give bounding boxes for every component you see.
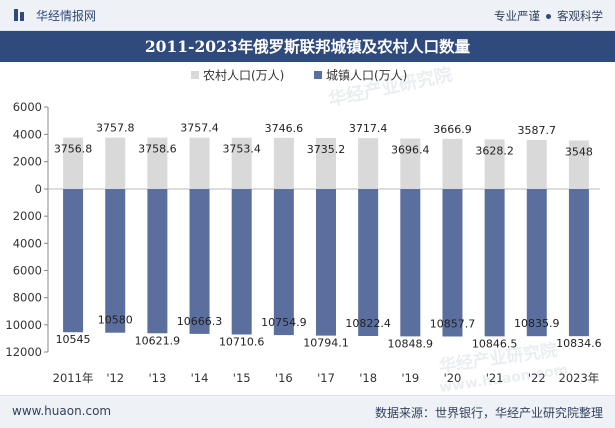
- y-tick-label: 6000: [13, 264, 42, 278]
- x-tick-label: '13: [148, 371, 166, 385]
- label-urban: 10857.7: [430, 317, 476, 330]
- bar-urban: [189, 189, 210, 334]
- y-tick-label: 2000: [13, 155, 42, 169]
- bar-urban: [358, 189, 379, 337]
- label-rural: 3666.9: [433, 123, 472, 136]
- footer-bar: www.huaon.com 数据来源：世界银行，华经产业研究院整理: [0, 395, 615, 428]
- x-tick-label: '17: [317, 371, 335, 385]
- label-rural: 3757.8: [96, 122, 135, 135]
- bar-rural: [358, 138, 379, 189]
- tagline: 专业严谨 客观科学: [494, 8, 603, 24]
- bar-urban: [316, 189, 336, 336]
- x-tick-label: '14: [191, 371, 209, 385]
- y-tick-label: 0: [35, 182, 42, 196]
- bar-rural: [273, 137, 294, 189]
- label-urban: 10754.9: [261, 316, 307, 329]
- bar-urban: [442, 189, 463, 337]
- label-rural: 3696.4: [391, 143, 430, 156]
- x-axis: 2011年 '12 '13 '14 '15 '16 '17 '18 '19 '20 '21 '22 20…: [53, 371, 600, 385]
- x-tick-label: '20: [444, 371, 462, 385]
- y-axis: 6000 4000 2000 0 2000 4000 6000 8000 10000 12000: [5, 100, 600, 359]
- bar-rural: [316, 137, 336, 189]
- chart-title: 2011-2023年俄罗斯联邦城镇及农村人口数量: [144, 37, 471, 56]
- label-rural: 3756.8: [54, 143, 93, 156]
- header-bar: 华经情报网 专业严谨 客观科学: [0, 0, 615, 31]
- legend-swatch: [314, 71, 322, 79]
- label-rural: 3757.4: [180, 122, 219, 135]
- label-urban: 10834.6: [556, 337, 602, 350]
- bar-rural: [147, 137, 168, 189]
- label-rural: 3628.2: [475, 144, 514, 157]
- bar-rural: [400, 138, 421, 189]
- bar-rural: [231, 137, 252, 189]
- brand-name: 华经情报网: [36, 8, 97, 23]
- bar-urban: [568, 189, 589, 337]
- bar-urban: [147, 189, 168, 334]
- label-rural: 3548: [565, 146, 593, 159]
- data-labels: 3756.8 10545 3757.8 10580 3758.6 10621.9 3757.…: [54, 122, 602, 351]
- label-urban: 10794.1: [303, 337, 349, 350]
- legend: 农村人口(万人) 城镇人口(万人): [191, 69, 407, 83]
- bar-rural: [105, 137, 126, 189]
- bar-rural: [526, 139, 547, 189]
- bars: [63, 137, 589, 337]
- bar-rural: [568, 140, 589, 189]
- x-tick-label: 2023年: [559, 371, 600, 385]
- label-urban: 10621.9: [135, 334, 181, 347]
- label-rural: 3717.4: [349, 122, 388, 135]
- y-tick-label: 4000: [13, 236, 42, 250]
- x-tick-label: '22: [528, 371, 546, 385]
- label-urban: 10580: [98, 314, 133, 327]
- bar-urban: [105, 189, 126, 333]
- tagline-left: 专业严谨: [494, 9, 540, 23]
- y-tick-label: 4000: [13, 127, 42, 141]
- bar-rural: [442, 138, 463, 189]
- brand-logo[interactable]: 华经情报网: [14, 7, 96, 23]
- label-rural: 3758.6: [138, 143, 177, 156]
- label-urban: 10848.9: [388, 337, 434, 350]
- footer-website[interactable]: www.huaon.com: [12, 404, 112, 418]
- y-tick-label: 10000: [5, 318, 42, 332]
- x-tick-label: 2011年: [53, 371, 94, 385]
- label-urban: 10666.3: [177, 315, 223, 328]
- label-rural: 3735.2: [307, 143, 346, 156]
- x-tick-label: '16: [275, 371, 293, 385]
- x-tick-label: '15: [233, 371, 251, 385]
- bar-rural: [189, 137, 210, 189]
- label-rural: 3587.7: [518, 124, 557, 137]
- legend-label: 城镇人口(万人): [326, 69, 407, 83]
- title-bar: 2011-2023年俄罗斯联邦城镇及农村人口数量: [0, 31, 615, 62]
- label-urban: 10846.5: [472, 337, 518, 350]
- bar-urban: [273, 189, 294, 336]
- label-rural: 3753.4: [222, 143, 261, 156]
- label-urban: 10835.9: [514, 317, 560, 330]
- brand-bars-icon: [14, 8, 28, 22]
- tagline-right: 客观科学: [557, 9, 603, 23]
- label-rural: 3746.6: [265, 122, 304, 135]
- label-urban: 10822.4: [345, 317, 391, 330]
- legend-swatch: [191, 71, 199, 79]
- x-tick-label: '18: [359, 371, 377, 385]
- bar-urban: [526, 189, 547, 337]
- bar-urban: [400, 189, 421, 337]
- x-tick-label: '12: [106, 371, 124, 385]
- bar-rural: [484, 139, 505, 189]
- y-tick-label: 2000: [13, 209, 42, 223]
- y-tick-label: 12000: [5, 345, 42, 359]
- y-tick-label: 8000: [13, 291, 42, 305]
- bar-urban: [484, 189, 505, 337]
- bar-rural: [63, 137, 84, 189]
- bar-urban: [63, 189, 84, 333]
- x-tick-label: '21: [486, 371, 504, 385]
- bar-urban: [231, 189, 252, 335]
- label-urban: 10710.6: [219, 335, 265, 348]
- footer-source: 数据来源：世界银行，华经产业研究院整理: [374, 406, 603, 420]
- label-urban: 10545: [56, 333, 91, 346]
- x-tick-label: '19: [401, 371, 419, 385]
- legend-label: 农村人口(万人): [203, 69, 284, 83]
- tagline-dot-icon: [546, 13, 551, 19]
- y-tick-label: 6000: [13, 100, 42, 114]
